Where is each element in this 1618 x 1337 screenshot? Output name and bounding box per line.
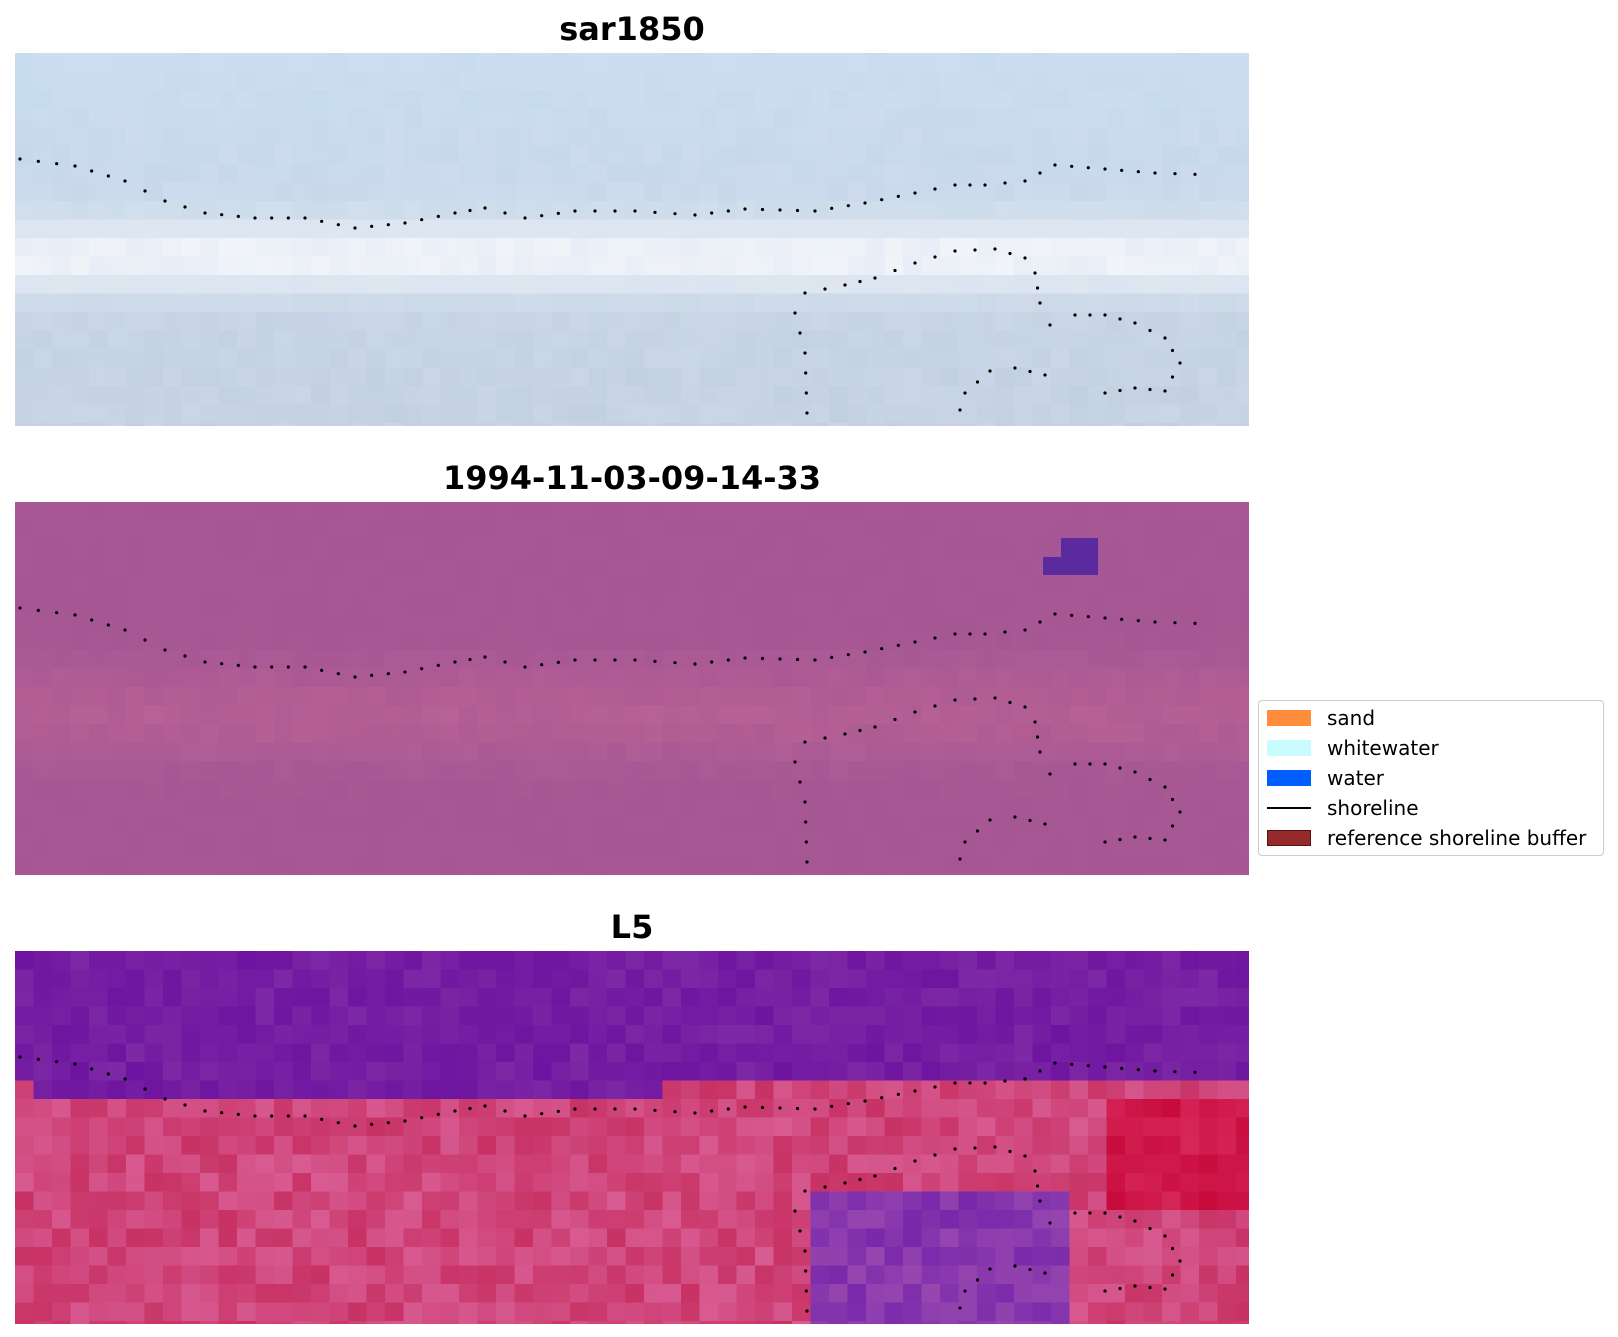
panel-image-l5: [15, 951, 1249, 1324]
legend-item-sand: sand: [1267, 706, 1376, 730]
panel-title-1: sar1850: [559, 10, 705, 48]
water-pixel-block: [1061, 538, 1098, 575]
legend-swatch-whitewater: [1267, 740, 1311, 756]
legend: sand whitewater water shoreline referenc…: [1258, 700, 1604, 856]
water-pixel-block-small: [1043, 557, 1061, 575]
legend-label-shoreline: shoreline: [1327, 796, 1419, 820]
legend-label-reference-buffer: reference shoreline buffer: [1327, 826, 1587, 850]
panel-image-classification: [15, 502, 1249, 875]
legend-label-sand: sand: [1327, 706, 1376, 730]
legend-line-shoreline: [1267, 807, 1311, 809]
panel-image-sar1850: [15, 53, 1249, 426]
legend-swatch-sand: [1267, 710, 1311, 726]
legend-swatch-reference-buffer: [1267, 830, 1311, 846]
legend-item-water: water: [1267, 766, 1384, 790]
legend-label-whitewater: whitewater: [1327, 736, 1439, 760]
legend-label-water: water: [1327, 766, 1384, 790]
legend-item-shoreline: shoreline: [1267, 796, 1419, 820]
legend-item-whitewater: whitewater: [1267, 736, 1439, 760]
panel-title-3: L5: [610, 908, 654, 946]
legend-item-reference-buffer: reference shoreline buffer: [1267, 826, 1587, 850]
legend-swatch-water: [1267, 770, 1311, 786]
panel-title-2: 1994-11-03-09-14-33: [442, 459, 822, 497]
